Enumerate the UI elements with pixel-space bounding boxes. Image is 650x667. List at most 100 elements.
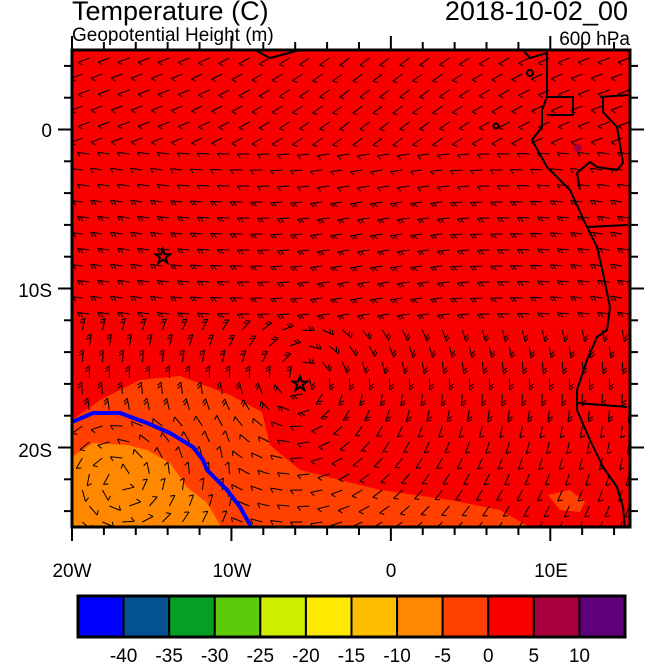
wind-barb [456,457,463,470]
wind-barb [617,311,630,318]
colorbar-box [77,595,125,638]
temperature-fill-minus5-0-blob [548,490,585,512]
wind-barb [77,381,83,395]
wind-barb [481,393,487,407]
wind-barb [417,217,430,224]
wind-barb [88,505,99,516]
wind-barb [496,489,503,501]
wind-barb [271,105,283,115]
wind-barb [176,312,190,318]
wind-barb [337,313,350,320]
wind-barb [109,505,121,511]
lon-label-0: 0 [386,561,397,582]
wind-barb [221,398,230,411]
wind-barb [481,361,488,375]
wind-barb [457,185,470,191]
pressure-level: 600 hPa [559,29,630,50]
wind-barb [270,297,283,303]
wind-barb [97,151,110,157]
wind-barb [430,297,443,304]
wind-barb [277,472,290,478]
wind-barb [339,441,350,452]
wind-barb [157,57,170,66]
wind-barb [150,105,163,114]
wind-barb [165,365,171,379]
colorbar-box [441,595,490,638]
wind-barb [216,217,230,223]
wind-barb [157,121,170,130]
wind-barb [511,137,523,147]
wind-barb [543,505,550,518]
wind-barb [527,409,533,423]
wind-barb [139,434,150,443]
wind-barb [250,485,263,492]
country-border [586,224,629,228]
wind-barb [458,57,470,67]
wind-barb [381,361,389,375]
wind-barb [258,57,270,67]
wind-barb [509,169,523,174]
wind-barb [579,521,583,527]
wind-barb [97,89,110,98]
wind-barb [385,409,392,422]
wind-barb [437,185,450,192]
wind-barb [399,89,410,100]
wind-barb [251,137,263,147]
wind-barb [561,393,567,407]
colorbar-label: -30 [201,646,228,667]
wind-barb [408,345,417,358]
wind-barb [259,401,270,411]
wind-barb [160,432,170,443]
wind-barb [536,489,543,502]
wind-barb [516,312,530,318]
wind-barb [239,434,250,443]
wind-barb [511,105,523,115]
wind-barb [358,505,370,515]
wind-barb [440,393,447,407]
wind-barb [488,345,496,359]
wind-barb [450,297,463,304]
wind-barb [230,517,243,523]
wind-barb [77,247,90,254]
wind-barb [119,317,127,331]
wind-barb [218,57,230,67]
wind-barb [342,329,353,339]
wind-barb [570,137,583,146]
wind-barb [478,89,490,99]
wind-barb [536,184,550,190]
wind-barb [310,169,323,176]
wind-barb [415,457,423,469]
wind-barb [455,489,463,501]
wind-barb [258,89,270,99]
wind-barb [487,409,493,423]
wind-barb [150,137,163,146]
wind-barb [117,247,130,254]
wind-barb [297,153,310,160]
wind-barb [509,297,523,303]
wind-barb [137,247,150,254]
wind-barb [240,399,250,411]
wind-barb [196,184,210,190]
wind-barb [464,441,471,454]
wind-barb [401,361,409,375]
wind-barb [279,57,290,67]
wind-barb [117,121,130,130]
wind-barb [290,425,303,431]
country-border [599,94,629,98]
wind-barb [504,473,510,486]
wind-barb [222,430,230,443]
wind-barb [270,421,283,427]
wind-barb [229,297,243,303]
wind-barb [518,89,530,99]
wind-barb [408,377,414,391]
wind-barb [458,89,470,99]
wind-barb [160,318,167,331]
wind-barb [556,216,570,222]
wind-barb [310,265,323,272]
wind-barb [312,105,323,115]
wind-barb [292,73,303,83]
wind-barb [410,265,423,272]
wind-barb [297,409,310,418]
wind-barb [290,297,303,304]
wind-barb [508,345,516,359]
